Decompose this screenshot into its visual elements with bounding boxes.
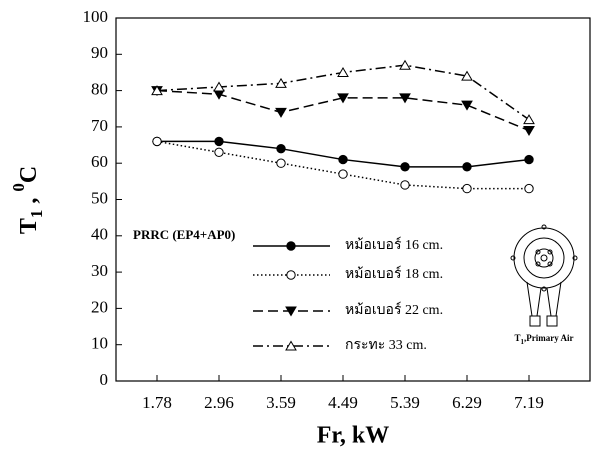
marker xyxy=(337,93,349,104)
marker xyxy=(462,183,472,194)
y-tick-label: 10 xyxy=(91,334,108,353)
marker xyxy=(214,147,224,158)
marker xyxy=(275,107,287,118)
marker xyxy=(286,270,296,280)
marker xyxy=(523,114,535,125)
marker xyxy=(338,169,348,179)
marker xyxy=(399,59,411,70)
annotation: T1,Primary Air xyxy=(515,333,574,346)
x-tick-label: 5.39 xyxy=(390,393,420,412)
x-tick-label: 1.78 xyxy=(142,393,172,412)
burner-icon xyxy=(510,224,578,327)
marker xyxy=(275,77,287,88)
y-tick-label: 60 xyxy=(91,152,108,171)
legend-label: หม้อเบอร์ 22 cm. xyxy=(345,301,443,318)
marker xyxy=(400,162,410,172)
marker xyxy=(523,126,535,137)
marker xyxy=(286,241,296,251)
y-tick-label: 30 xyxy=(91,261,108,280)
x-axis-title: Fr, kW xyxy=(317,423,389,449)
marker xyxy=(213,81,225,92)
marker xyxy=(461,70,473,81)
marker xyxy=(461,100,473,111)
marker xyxy=(462,162,472,172)
y-axis-title: T1 , 0C xyxy=(9,166,46,234)
y-tick-label: 100 xyxy=(83,7,109,26)
x-tick-label: 3.59 xyxy=(266,393,296,412)
y-tick-label: 90 xyxy=(91,43,108,62)
legend-label: หม้อเบอร์ 18 cm. xyxy=(345,265,443,282)
marker xyxy=(338,154,348,165)
x-tick-label: 4.49 xyxy=(328,393,358,412)
marker xyxy=(285,306,297,317)
y-tick-label: 40 xyxy=(91,225,108,244)
marker xyxy=(276,143,286,154)
series-line xyxy=(156,140,529,190)
marker xyxy=(276,158,286,168)
marker xyxy=(151,85,163,96)
y-tick-label: 80 xyxy=(91,80,108,99)
legend-title: PRRC (EP4+AP0) xyxy=(133,227,235,242)
legend-label: หม้อเบอร์ 16 cm. xyxy=(345,236,443,253)
y-tick-label: 70 xyxy=(91,116,108,135)
y-tick-label: 50 xyxy=(91,188,108,207)
y-tick-label: 20 xyxy=(91,297,108,316)
marker xyxy=(524,183,534,194)
y-tick-label: 0 xyxy=(100,370,109,389)
legend-label: กระทะ 33 cm. xyxy=(345,338,427,353)
x-tick-label: 7.19 xyxy=(514,393,544,412)
marker xyxy=(152,136,162,147)
marker xyxy=(399,93,411,104)
plot-frame xyxy=(115,17,591,382)
marker xyxy=(285,340,297,351)
x-tick-label: 6.29 xyxy=(452,393,482,412)
marker xyxy=(524,154,534,165)
marker xyxy=(400,180,410,190)
marker xyxy=(214,136,224,147)
x-tick-label: 2.96 xyxy=(204,393,234,412)
marker xyxy=(337,66,349,77)
